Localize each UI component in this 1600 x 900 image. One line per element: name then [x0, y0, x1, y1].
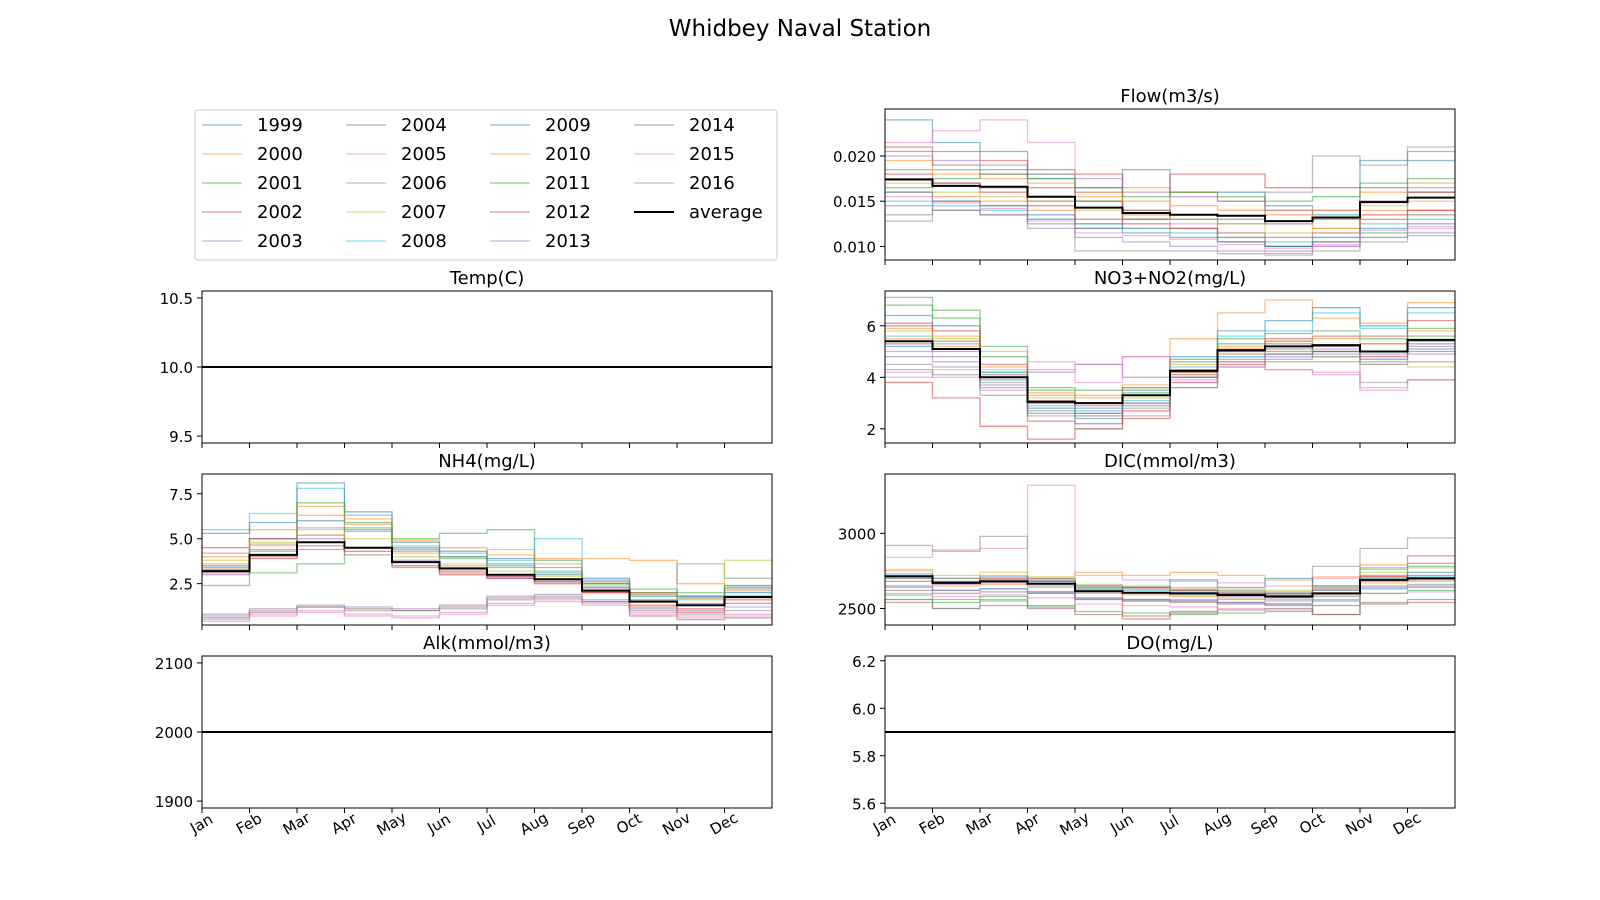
legend-label-2015: 2015 [689, 144, 735, 165]
y-tick-label: 0.010 [833, 238, 876, 256]
series-line-2011 [885, 173, 1455, 202]
legend-label-2014: 2014 [689, 115, 735, 136]
y-tick-label: 5.0 [169, 531, 193, 549]
series-line-2006 [885, 535, 1455, 593]
y-tick-label: 2000 [155, 724, 193, 742]
y-tick-label: 1900 [155, 793, 193, 811]
panel-flow-m3-s-: Flow(m3/s) 0.010 0.015 0.020 [833, 86, 1456, 265]
legend-label-2007: 2007 [401, 202, 447, 223]
legend-label-2003: 2003 [257, 231, 303, 252]
y-tick-label: 9.5 [169, 428, 193, 446]
y-tick-label: 6 [866, 318, 876, 336]
legend-label-2006: 2006 [401, 173, 447, 194]
legend: 1999 2000 2001 2002 2003 2004 2005 2006 2007 2008… [194, 109, 778, 261]
series-line-average [202, 541, 772, 607]
panel-title: Flow(m3/s) [1120, 86, 1220, 107]
y-tick-label: 2100 [155, 655, 193, 673]
legend-label-2012: 2012 [545, 202, 591, 223]
legend-label-average: average [689, 202, 763, 223]
legend-label-1999: 1999 [257, 115, 303, 136]
y-tick-label: 0.015 [833, 193, 876, 211]
y-tick-label: 5.6 [852, 795, 876, 813]
panel-nh4-mg-l-: NH4(mg/L) 2.5 5.0 7.5 [169, 451, 773, 630]
y-tick-label: 2.5 [169, 576, 193, 594]
panel-title: DIC(mmol/m3) [1104, 451, 1236, 472]
panel-temp-c-: Temp(C) 9.5 10.0 10.5 [160, 268, 773, 448]
panel-title: Temp(C) [449, 268, 525, 289]
panels: Flow(m3/s) 0.010 0.015 0.020 Temp(C) 9.5 10.0 1… [155, 86, 1456, 839]
panel-title: DO(mg/L) [1126, 633, 1213, 654]
figure-title: Whidbey Naval Station [669, 16, 931, 42]
y-tick-label: 6.2 [852, 653, 876, 671]
panel-title: NH4(mg/L) [438, 451, 536, 472]
series-group [885, 296, 1455, 440]
legend-label-2005: 2005 [401, 144, 447, 165]
y-tick-label: 4 [866, 369, 876, 387]
y-tick-label: 6.0 [852, 700, 876, 718]
legend-label-2004: 2004 [401, 115, 447, 136]
y-tick-label: 10.0 [160, 359, 193, 377]
legend-label-2000: 2000 [257, 144, 303, 165]
series-line-2016 [202, 595, 772, 617]
panel-dic-mmol-m3-: DIC(mmol/m3) 2500 3000 [838, 451, 1456, 630]
panel-no3-no2-mg-l-: NO3+NO2(mg/L) 2 4 6 [866, 268, 1456, 448]
y-tick-label: 2500 [838, 600, 876, 618]
legend-label-2013: 2013 [545, 231, 591, 252]
series-line-2015 [885, 591, 1455, 611]
legend-label-2010: 2010 [545, 144, 591, 165]
legend-label-2008: 2008 [401, 231, 447, 252]
y-tick-label: 3000 [838, 525, 876, 543]
series-line-2016 [885, 209, 1455, 255]
series-line-1999 [885, 119, 1455, 216]
y-tick-label: 0.020 [833, 148, 876, 166]
y-tick-label: 7.5 [169, 486, 193, 504]
legend-label-2001: 2001 [257, 173, 303, 194]
series-line-2016 [885, 356, 1455, 415]
legend-label-2016: 2016 [689, 173, 735, 194]
series-group [885, 484, 1455, 620]
series-group [885, 119, 1455, 257]
panel-title: Alk(mmol/m3) [423, 633, 551, 654]
y-tick-label: 5.8 [852, 748, 876, 766]
series-line-average [885, 338, 1455, 405]
legend-label-2002: 2002 [257, 202, 303, 223]
series-line-2011 [202, 502, 772, 594]
series-line-average [885, 178, 1455, 223]
legend-label-2009: 2009 [545, 115, 591, 136]
series-line-average [885, 575, 1455, 598]
panel-title: NO3+NO2(mg/L) [1094, 268, 1246, 289]
legend-box [194, 109, 778, 261]
series-group [202, 482, 772, 623]
y-tick-label: 10.5 [160, 290, 193, 308]
y-tick-label: 2 [866, 421, 876, 439]
legend-label-2011: 2011 [545, 173, 591, 194]
